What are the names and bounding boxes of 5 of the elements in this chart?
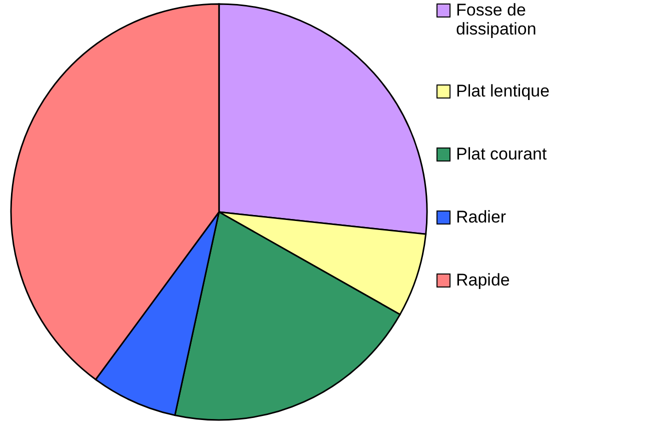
legend-label: Plat lentique — [456, 82, 550, 100]
legend-label: Rapide — [456, 270, 510, 290]
legend-label: Fosse de dissipation — [456, 0, 536, 38]
legend-label: Radier — [456, 208, 506, 226]
legend-label: Plat courant — [456, 144, 547, 164]
